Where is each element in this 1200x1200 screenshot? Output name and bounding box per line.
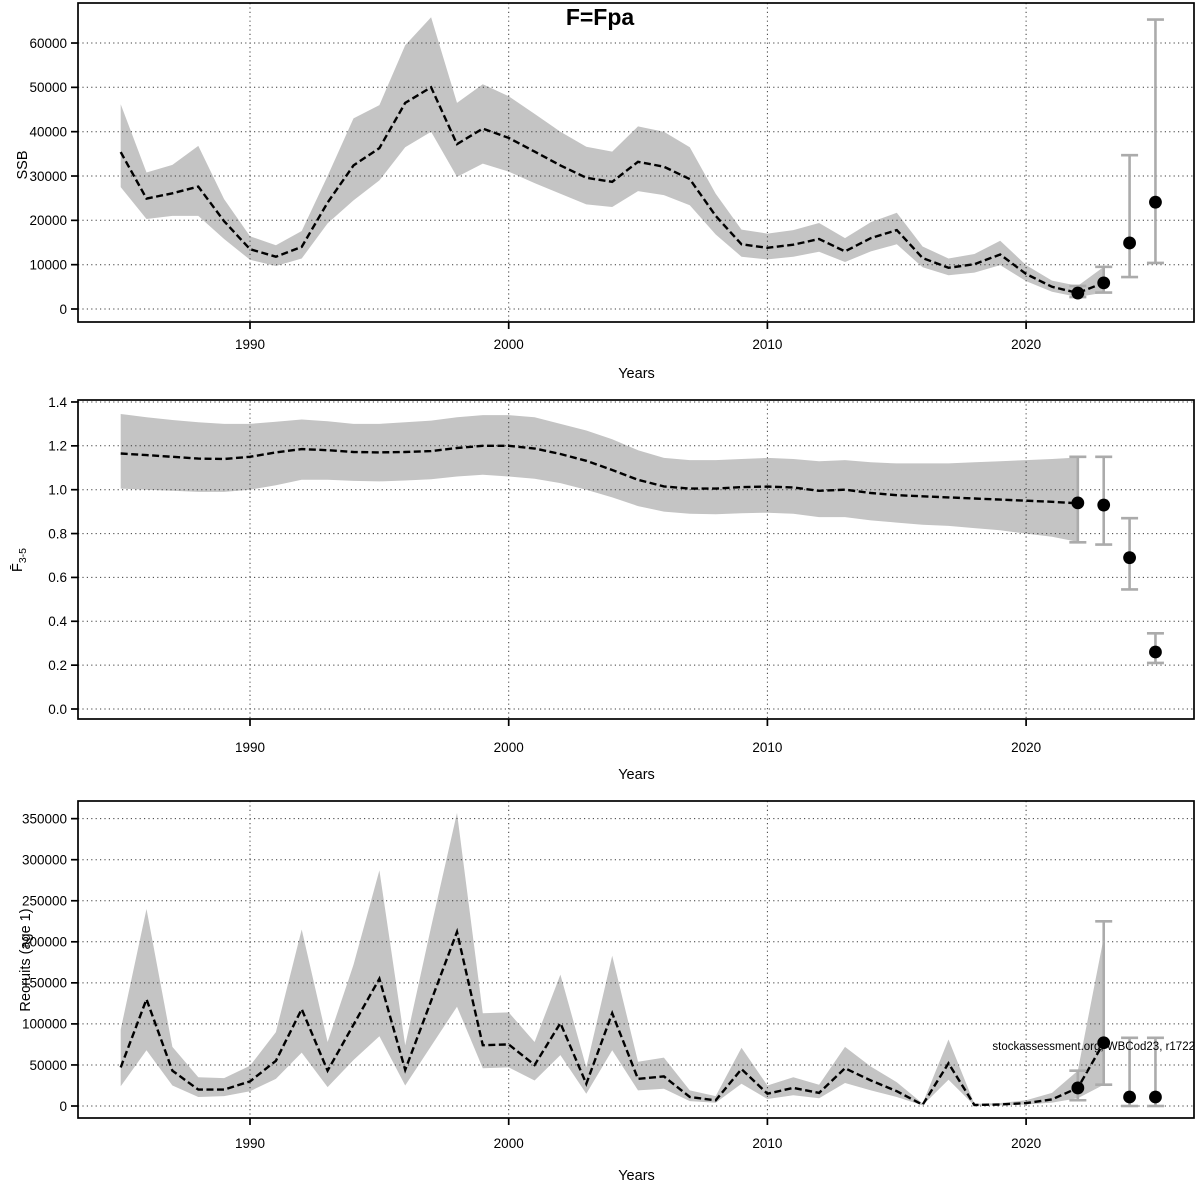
y-tick-label: 50000 bbox=[29, 80, 67, 95]
recruits-confidence-band bbox=[120, 812, 1104, 1106]
ssb-y-axis-label: SSB bbox=[15, 150, 31, 180]
y-tick-label: 50000 bbox=[29, 1058, 67, 1073]
recruits-estimate-line bbox=[119, 927, 1105, 1107]
y-tick-label: 250000 bbox=[22, 894, 67, 909]
x-tick-label: 1990 bbox=[235, 740, 265, 755]
ssb-panel: 0 10000 20000 30000 40000 50000 60000 1990 2000 2… bbox=[29, 2, 1195, 352]
watermark-text: stockassessment.org, WBCod23, r1722 bbox=[992, 1041, 1195, 1053]
f-forecast-point-2024 bbox=[1123, 551, 1136, 565]
recruits-forecast-point-2024 bbox=[1123, 1090, 1136, 1104]
f-forecast-point-2023 bbox=[1097, 498, 1111, 512]
x-tick-label: 2020 bbox=[1011, 740, 1041, 755]
y-tick-label: 0 bbox=[59, 302, 67, 317]
f-forecast-point-2025 bbox=[1149, 645, 1162, 659]
y-tick-label: 100000 bbox=[22, 1017, 67, 1032]
y-tick-label: 1.0 bbox=[48, 483, 67, 498]
x-tick-label: 2010 bbox=[752, 1136, 782, 1151]
y-tick-label: 300000 bbox=[22, 853, 67, 868]
recruits-plot-box bbox=[77, 800, 1195, 1119]
recruits-panel: 0 50000 100000 150000 200000 250000 300000 3500… bbox=[22, 800, 1195, 1151]
recruits-forecast-point-2025 bbox=[1149, 1090, 1162, 1104]
x-tick-label: 1990 bbox=[235, 337, 265, 352]
x-tick-label: 2010 bbox=[752, 740, 782, 755]
x-tick-label: 2010 bbox=[752, 337, 782, 352]
ssb-plot-box bbox=[77, 2, 1195, 323]
f-y-axis-label: F̄3-5 bbox=[10, 460, 30, 660]
ssb-estimate-line bbox=[119, 85, 1105, 295]
y-tick-label: 60000 bbox=[29, 36, 67, 51]
f-y-axis-label-subscript: 3-5 bbox=[16, 547, 29, 564]
f-panel: 0.0 0.2 0.4 0.6 0.8 1.0 1.2 1.4 1990 2000 2010 2020 bbox=[48, 395, 1195, 755]
x-tick-label: 1990 bbox=[235, 1136, 265, 1151]
y-tick-label: 30000 bbox=[29, 169, 67, 184]
x-tick-label: 2020 bbox=[1011, 337, 1041, 352]
ssb-forecast-point-2022 bbox=[1071, 286, 1085, 300]
f-y-axis-label-base: F̄ bbox=[10, 563, 26, 573]
ssb-forecast-point-2025 bbox=[1149, 195, 1162, 209]
y-tick-label: 1.4 bbox=[48, 395, 67, 410]
ssb-error-bar-2024 bbox=[1121, 153, 1139, 279]
f-forecast-point-2022 bbox=[1071, 496, 1085, 510]
y-tick-label: 1.2 bbox=[48, 439, 67, 454]
ssb-x-axis-label: Years bbox=[618, 366, 655, 382]
f-x-axis-label: Years bbox=[618, 767, 655, 783]
recruits-error-bar-2023 bbox=[1095, 919, 1113, 1086]
y-tick-label: 0.2 bbox=[48, 658, 67, 673]
x-tick-label: 2020 bbox=[1011, 1136, 1041, 1151]
f-plot-box bbox=[77, 399, 1195, 720]
y-tick-label: 0.4 bbox=[48, 614, 67, 629]
chart-title: F=Fpa bbox=[565, 4, 635, 30]
y-tick-label: 40000 bbox=[29, 124, 67, 139]
x-tick-label: 2000 bbox=[494, 1136, 524, 1151]
ssb-forecast-point-2023 bbox=[1097, 276, 1111, 290]
y-tick-label: 20000 bbox=[29, 213, 67, 228]
y-tick-label: 10000 bbox=[29, 257, 67, 272]
y-tick-label: 0.6 bbox=[48, 570, 67, 585]
f-estimate-line bbox=[120, 444, 1078, 505]
ssb-forecast-point-2024 bbox=[1123, 236, 1136, 250]
y-tick-label: 0.8 bbox=[48, 526, 67, 541]
x-tick-label: 2000 bbox=[494, 337, 524, 352]
y-tick-label: 150000 bbox=[22, 976, 67, 991]
ssb-error-bar-2025 bbox=[1146, 18, 1164, 265]
recruits-y-axis-label: Recruits (age 1) bbox=[18, 908, 34, 1012]
y-tick-label: 350000 bbox=[22, 811, 67, 826]
y-tick-label: 200000 bbox=[22, 935, 67, 950]
x-tick-label: 2000 bbox=[494, 740, 524, 755]
y-tick-label: 0 bbox=[59, 1099, 67, 1114]
y-tick-label: 0.0 bbox=[48, 702, 67, 717]
recruits-forecast-point-2023 bbox=[1097, 1036, 1111, 1050]
recruits-x-axis-label: Years bbox=[618, 1168, 655, 1184]
ssb-confidence-band bbox=[120, 17, 1104, 298]
f-confidence-band bbox=[120, 414, 1078, 542]
recruits-forecast-point-2022 bbox=[1071, 1081, 1085, 1095]
